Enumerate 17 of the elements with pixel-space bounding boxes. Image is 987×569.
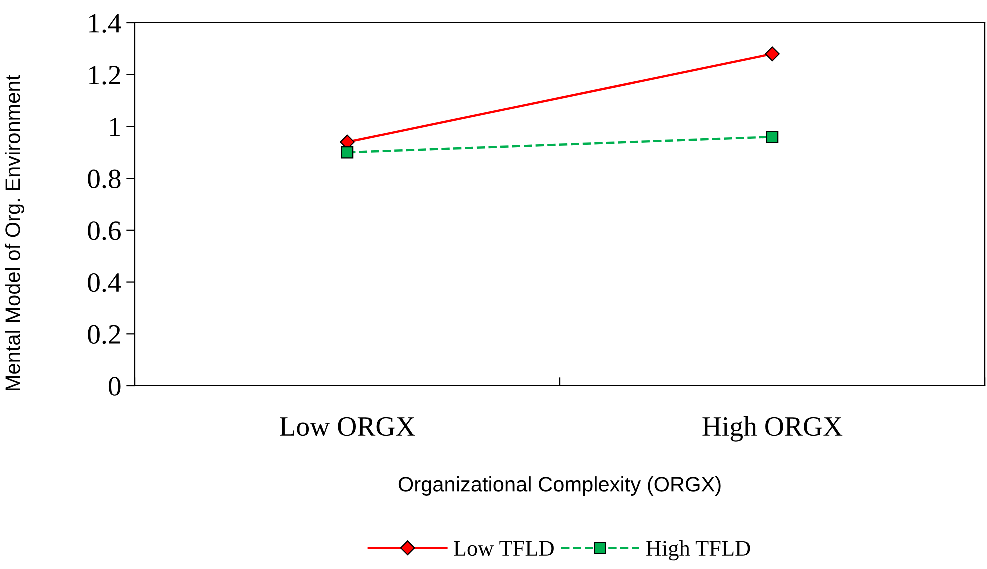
point xyxy=(766,130,779,144)
x-tick-label: Low ORGX xyxy=(280,417,416,436)
legend-label: High TFLD xyxy=(646,540,750,561)
y-tick-label: 0.4 xyxy=(88,273,122,292)
y-tick-label: 1.4 xyxy=(90,14,122,34)
x-tick-label: High ORGX xyxy=(702,416,843,442)
y-tick-label: 1.2 xyxy=(90,66,120,85)
y-axis-title: Mental Model of Org. Environment xyxy=(5,75,24,390)
y-tick-label: 0.2 xyxy=(88,325,120,344)
y-tick-label: 1 xyxy=(110,118,120,136)
legend-label: Low TFLD xyxy=(454,541,554,556)
x-axis-title: Organizational Complexity (ORGX) xyxy=(398,476,721,496)
y-tick-label: 0.8 xyxy=(88,170,121,189)
point xyxy=(765,46,780,62)
point xyxy=(341,146,354,159)
y-tick-label: 0.6 xyxy=(88,222,121,240)
y-tick-label: 0 xyxy=(108,377,121,396)
